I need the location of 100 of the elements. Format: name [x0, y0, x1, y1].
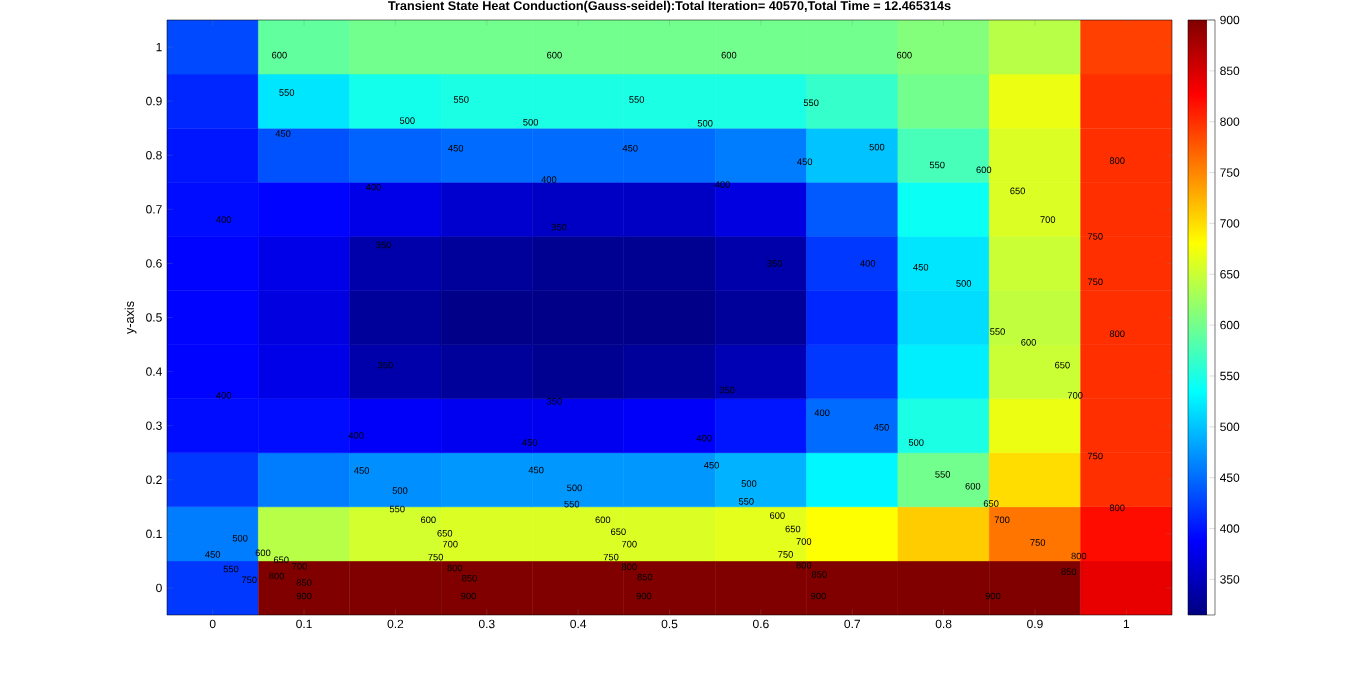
annotation: 550: [564, 500, 580, 508]
annotation: 750: [1087, 278, 1103, 286]
annotation: 500: [869, 143, 885, 151]
annotation: 600: [1021, 339, 1036, 346]
x-tick-label: 0.7: [844, 619, 860, 629]
annotation: 700: [622, 540, 637, 548]
annotation: 800: [269, 572, 285, 580]
annotation: 550: [935, 471, 951, 478]
x-tick-label: 0.8: [935, 619, 952, 629]
annotation: 700: [796, 538, 812, 545]
annotation: 350: [377, 361, 393, 369]
annotation: 350: [546, 398, 562, 405]
annotation: 550: [929, 161, 945, 169]
annotation: 500: [908, 439, 924, 446]
color-bar-label: 550: [1220, 371, 1240, 381]
annotation: 400: [860, 260, 876, 267]
annotation: 400: [216, 392, 232, 399]
annotation: 850: [462, 574, 477, 582]
annotation: 700: [994, 516, 1010, 524]
annotation: 550: [629, 96, 645, 103]
x-tick-label: 0.2: [387, 619, 404, 629]
annotation: 450: [448, 144, 464, 152]
annotation: 600: [272, 51, 287, 59]
x-tick-label: 0.1: [296, 619, 312, 629]
annotation: 750: [428, 553, 444, 561]
annotation: 650: [437, 530, 453, 537]
annotation: 550: [453, 96, 469, 103]
annotation: 500: [232, 534, 248, 542]
annotation: 800: [1071, 552, 1087, 560]
y-tick-label: 0.8: [146, 150, 162, 160]
annotation: 450: [354, 467, 370, 474]
annotation: 500: [399, 117, 415, 124]
annotation: 800: [621, 563, 637, 571]
annotation: 450: [205, 551, 221, 558]
annotation: 450: [913, 263, 929, 271]
annotation: 350: [767, 260, 782, 267]
annotation: 450: [797, 158, 813, 165]
annotation: 550: [279, 89, 295, 96]
annotation: 500: [741, 480, 757, 487]
annotation: 800: [447, 564, 463, 572]
y-tick-label: 0.6: [146, 259, 162, 268]
annotation: 400: [714, 181, 730, 188]
annotation: 400: [348, 432, 364, 439]
annotation: 750: [1087, 233, 1103, 240]
annotation: 750: [778, 551, 793, 558]
y-axis-title: y-axis: [124, 301, 137, 334]
annotation: 550: [803, 99, 819, 107]
annotation: 550: [223, 565, 239, 573]
annotation: 650: [1055, 361, 1070, 369]
annotation: 800: [1109, 330, 1125, 338]
annotation: 800: [796, 561, 812, 569]
annotation: 750: [1030, 539, 1046, 546]
annotation: 350: [719, 386, 735, 394]
annotation: 700: [292, 563, 307, 570]
annotation: 600: [965, 482, 981, 490]
annotation: 750: [1087, 452, 1103, 460]
annotation: 650: [611, 528, 626, 535]
annotation: 800: [1109, 157, 1125, 164]
x-tick-label: 0.6: [752, 619, 769, 629]
annotation: 400: [814, 409, 830, 416]
color-bar-label: 800: [1220, 117, 1240, 126]
annotation: 600: [547, 51, 562, 59]
y-tick-label: 0.4: [146, 367, 162, 376]
annotation: 850: [296, 579, 312, 586]
annotation: 650: [1010, 187, 1026, 195]
chart-title: Transient State Heat Conduction(Gauss-seidel):Total Iteration= 40570,Total Time = 12.465314s: [388, 0, 951, 13]
annotation: 850: [637, 573, 653, 581]
annotation: 400: [365, 183, 381, 191]
annotation: 750: [241, 576, 257, 584]
annotation: 700: [1040, 216, 1056, 223]
annotation: 850: [1061, 568, 1077, 576]
annotation: 350: [376, 241, 391, 249]
annotation: 450: [528, 466, 544, 474]
x-tick-label: 0.9: [1027, 619, 1043, 629]
color-bar-label: 850: [1220, 66, 1240, 76]
annotation: 450: [873, 424, 889, 431]
annotation: 600: [770, 512, 785, 519]
annotation: 400: [541, 176, 557, 183]
annotation: 500: [697, 120, 713, 127]
color-bar-label: 350: [1220, 575, 1240, 584]
color-bar-label: 650: [1220, 270, 1240, 279]
annotation: 600: [421, 516, 436, 524]
color-bar-label: 750: [1220, 168, 1240, 177]
color-bar-label: 400: [1219, 524, 1240, 533]
annotation: 600: [595, 516, 611, 524]
color-bar-label: 600: [1220, 320, 1240, 330]
annotation: 450: [703, 461, 719, 469]
annotation: 800: [1109, 504, 1125, 512]
annotation: 900: [296, 592, 312, 600]
y-tick-label: 0.3: [146, 421, 162, 430]
annotation: 750: [603, 553, 619, 561]
annotation: 550: [389, 505, 405, 513]
annotation: 500: [523, 118, 539, 126]
annotation: 550: [738, 498, 754, 505]
annotation: 450: [522, 439, 538, 446]
color-bar-label: 500: [1220, 422, 1240, 432]
annotation: 850: [811, 571, 827, 578]
annotation: 600: [721, 51, 737, 59]
annotation: 700: [442, 540, 458, 548]
annotation: 400: [696, 434, 712, 442]
